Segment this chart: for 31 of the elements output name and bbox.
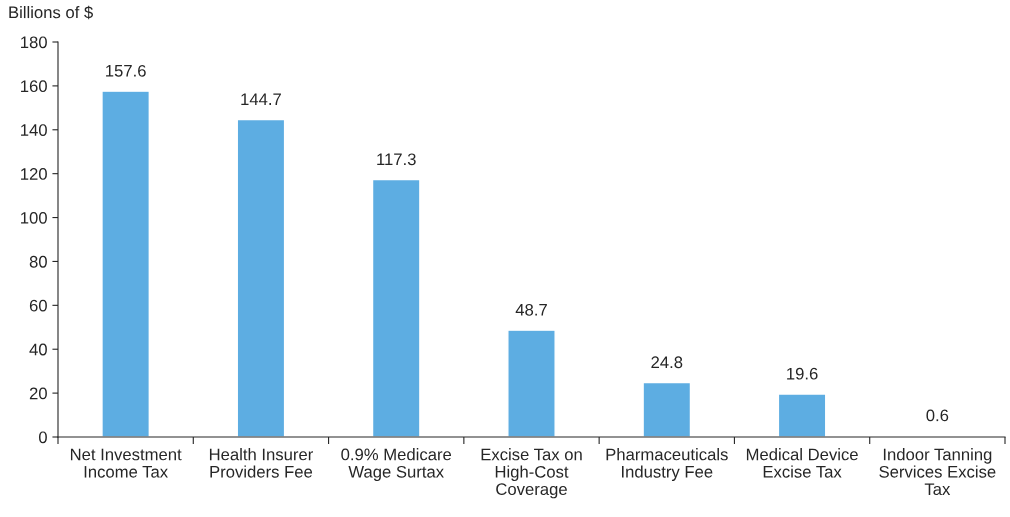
- bar: [371, 178, 421, 437]
- y-tick-label: 180: [21, 36, 47, 49]
- data-label: 24.8: [651, 356, 683, 369]
- bar: [507, 329, 556, 437]
- x-tick-label: Indoor Tanning Services Excise Tax: [879, 448, 996, 496]
- data-label: 117.3: [377, 153, 416, 166]
- y-tick-label: 60: [29, 299, 47, 312]
- bar: [236, 118, 286, 437]
- x-tick-label: 0.9% Medicare Wage Surtax: [341, 448, 452, 481]
- bar: [777, 393, 827, 437]
- x-tick-label: Health Insurer Providers Fee: [209, 448, 313, 478]
- y-tick-label: 140: [21, 124, 47, 136]
- y-tick-label: 20: [29, 387, 47, 400]
- bar: [101, 90, 151, 437]
- data-label: 48.7: [515, 303, 547, 316]
- y-axis-title: Billions of $: [9, 5, 93, 20]
- x-tick-label: Pharmaceuticals Industry Fee: [606, 448, 728, 481]
- y-tick-label: 80: [29, 255, 47, 268]
- y-tick-label: 120: [21, 168, 47, 180]
- y-tick-label: 100: [21, 211, 47, 224]
- data-label: 19.6: [787, 367, 818, 380]
- data-label: 157.6: [106, 64, 146, 77]
- y-tick-label: 40: [29, 343, 47, 356]
- x-tick-label: Excise Tax on High-Cost Coverage: [481, 448, 582, 499]
- x-tick-label: Net Investment Income Tax: [70, 448, 182, 478]
- data-label: 0.6: [926, 409, 949, 422]
- bar: [642, 381, 692, 437]
- y-tick-label: 160: [21, 80, 47, 93]
- y-tick-label: 0: [38, 431, 47, 444]
- x-tick-label: Medical Device Excise Tax: [746, 448, 858, 478]
- data-label: 144.7: [241, 93, 281, 105]
